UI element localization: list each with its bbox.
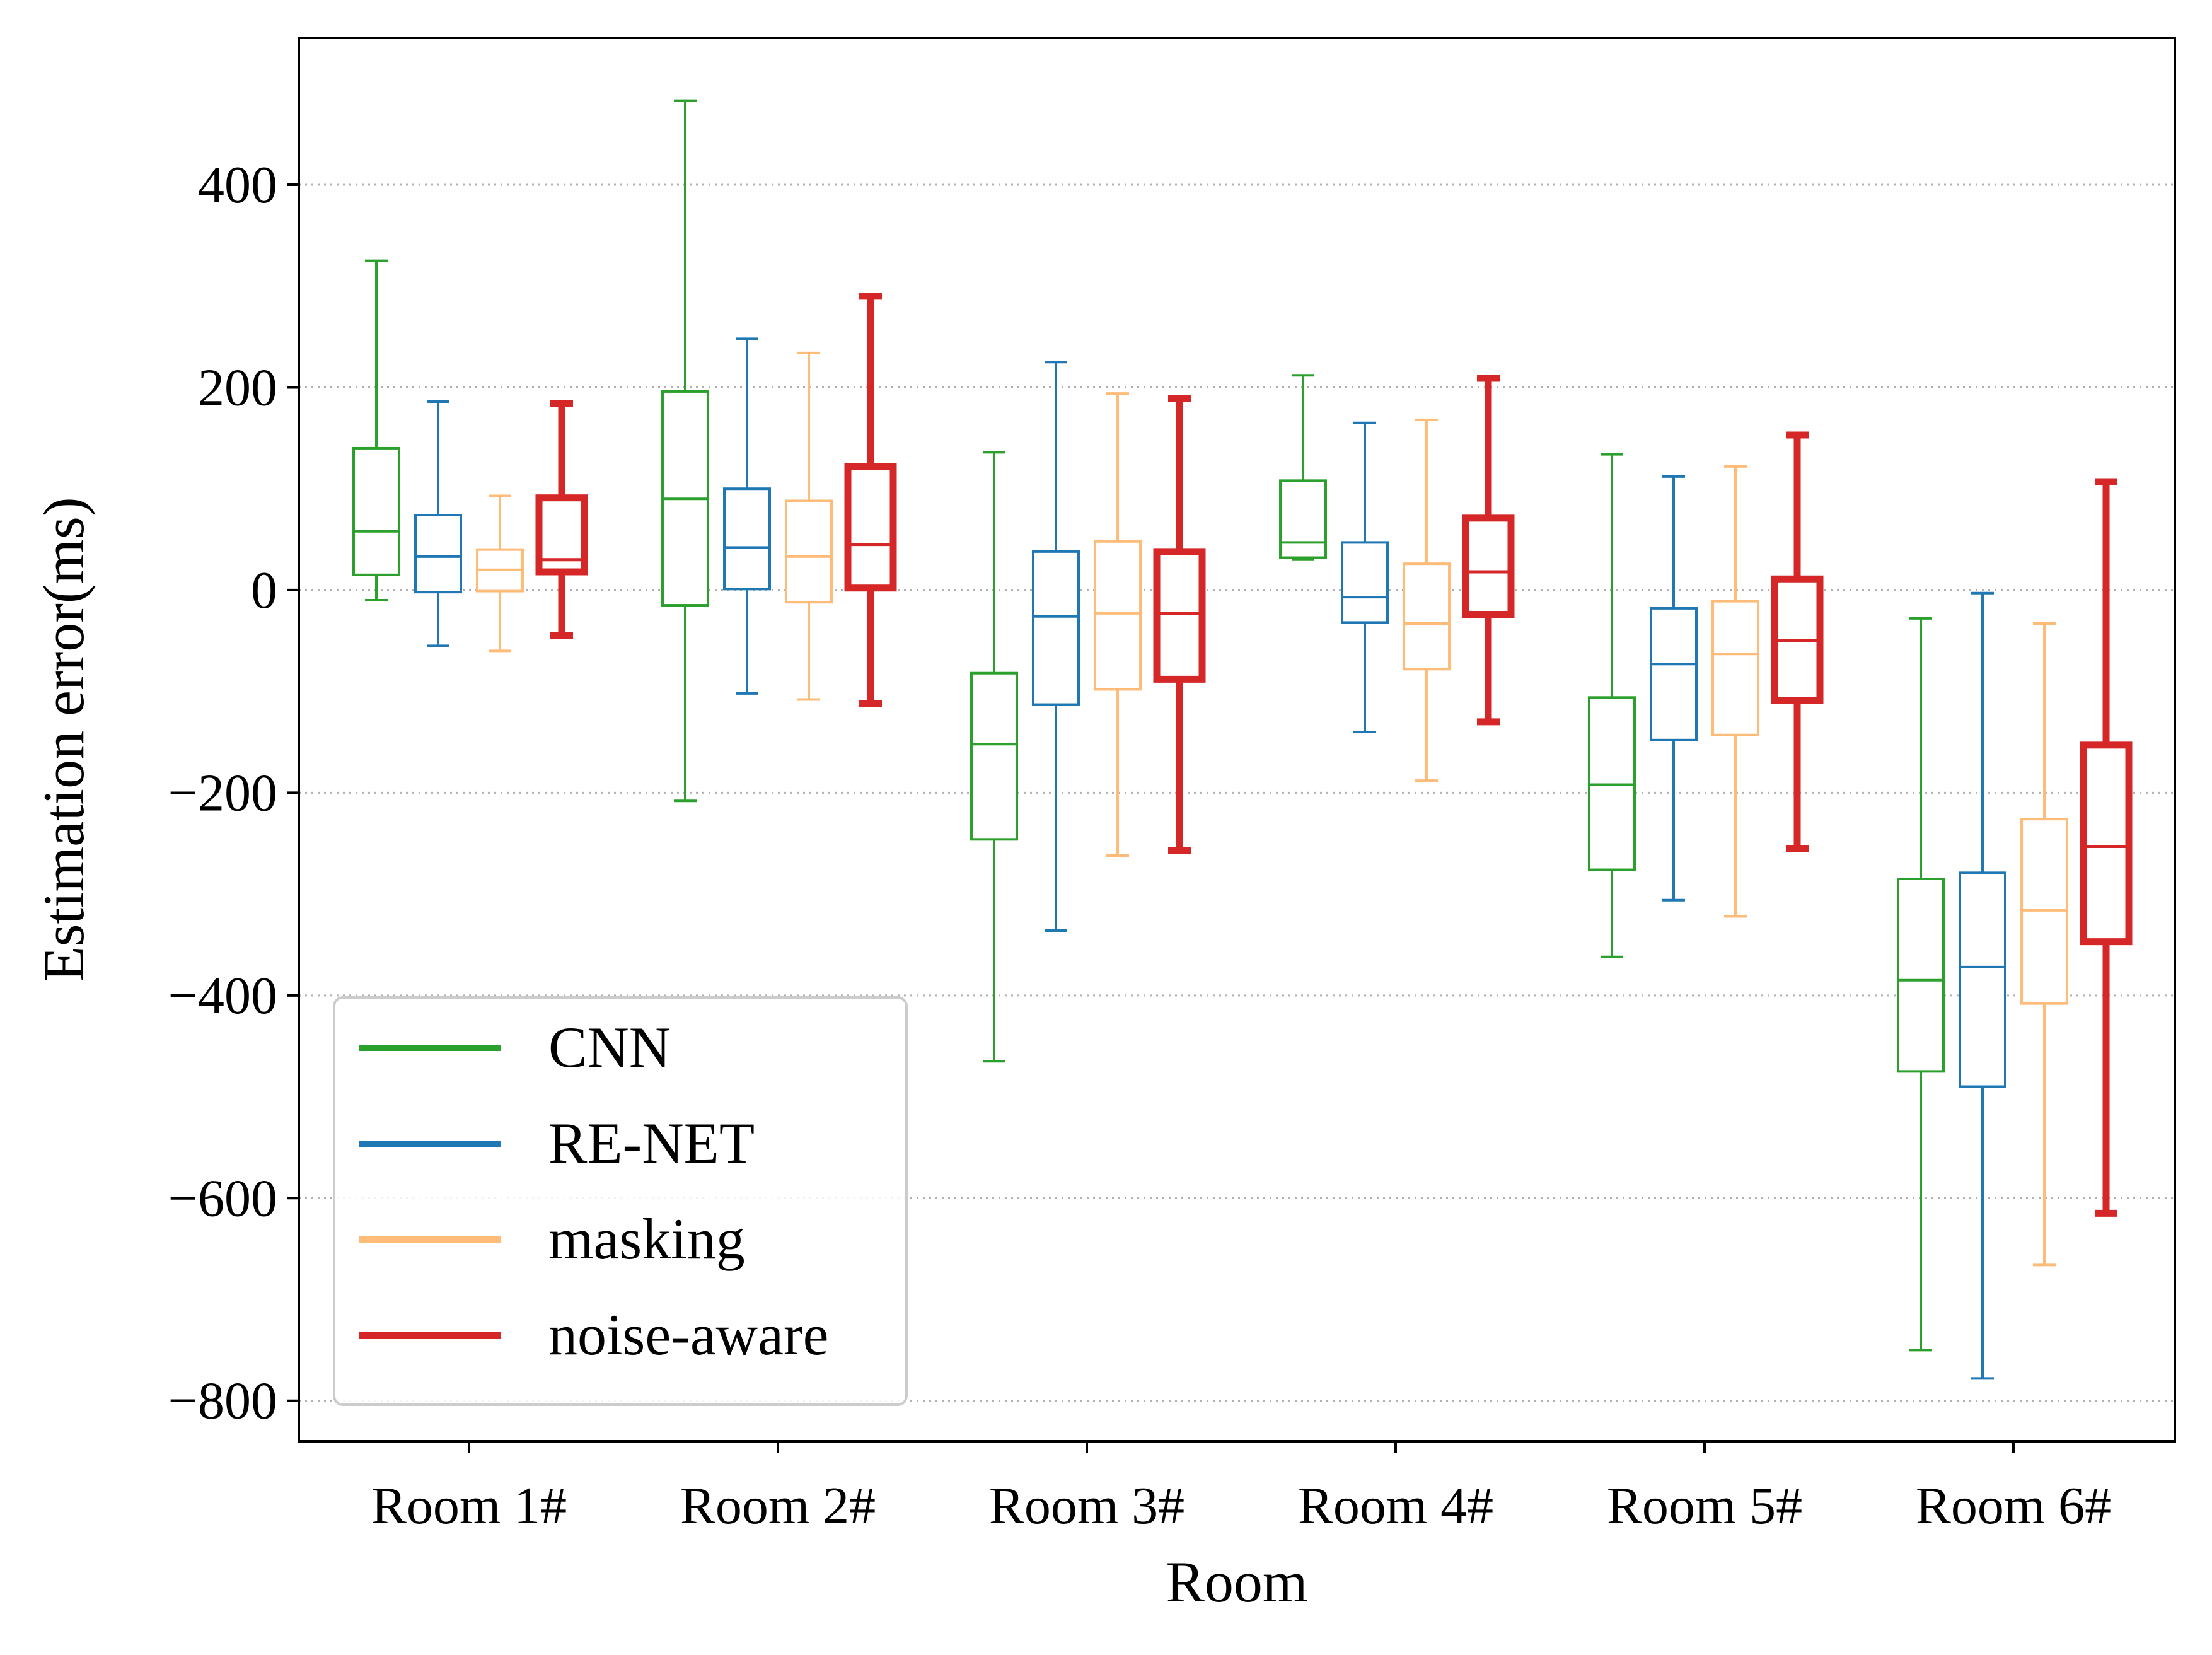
box-iqr — [1462, 514, 1515, 618]
x-tick-label: Room 1# — [371, 1477, 567, 1535]
box-masking-room-4 — [1403, 418, 1451, 782]
box-noise-aware-room-4 — [1462, 375, 1515, 726]
y-tick-label: −400 — [168, 967, 277, 1025]
box-noise-aware-room-2 — [844, 293, 897, 707]
box-iqr — [970, 671, 1018, 841]
box-iqr — [723, 487, 771, 591]
x-tick-label: Room 6# — [1916, 1477, 2111, 1535]
box-cnn-room-2 — [661, 99, 709, 803]
box-cnn-room-4 — [1279, 374, 1327, 561]
legend-label: CNN — [548, 1015, 671, 1079]
y-axis-label: Estimation error(ms) — [32, 497, 96, 982]
x-axis-ticks: Room 1# Room 2# Room 3# Room 4# Room 5# Room … — [371, 1441, 2111, 1535]
box-iqr — [414, 514, 462, 594]
box-iqr — [1897, 877, 1945, 1073]
box-cnn-room-6 — [1897, 617, 1945, 1352]
legend-box — [333, 996, 908, 1406]
x-tick-label: Room 2# — [680, 1477, 876, 1535]
box-re-net-room-3 — [1032, 361, 1080, 932]
box-iqr — [844, 463, 897, 592]
box-iqr — [1403, 562, 1451, 671]
box-noise-aware-room-1 — [535, 400, 588, 639]
box-re-net-room-2 — [723, 337, 771, 695]
box-cnn-room-3 — [970, 451, 1018, 1063]
x-tick-label: Room 5# — [1607, 1477, 1802, 1535]
box-noise-aware-room-6 — [2080, 478, 2133, 1217]
box-re-net-room-4 — [1341, 421, 1389, 733]
plot-frame — [298, 37, 2176, 1443]
box-re-net-room-6 — [1959, 591, 2006, 1380]
legend-label: masking — [548, 1207, 745, 1271]
box-iqr — [352, 446, 400, 576]
box-iqr — [1153, 548, 1206, 683]
box-plots — [352, 99, 2133, 1380]
box-iqr — [1094, 540, 1142, 691]
x-tick-label: Room 4# — [1298, 1477, 1493, 1535]
box-cnn-room-5 — [1588, 453, 1636, 958]
y-axis-ticks: 400 200 0 −200 −400 −600 −800 — [168, 156, 299, 1431]
x-tick-label: Room 3# — [989, 1477, 1184, 1535]
box-re-net-room-5 — [1650, 475, 1698, 902]
y-tick-label: 200 — [198, 358, 277, 417]
box-re-net-room-1 — [414, 400, 462, 647]
box-iqr — [1959, 871, 2006, 1088]
box-iqr — [1650, 607, 1698, 741]
box-iqr — [785, 499, 833, 604]
box-noise-aware-room-5 — [1771, 431, 1824, 852]
legend-label: RE-NET — [548, 1111, 755, 1175]
grid-lines — [299, 183, 2175, 1402]
x-axis-label: Room — [1166, 1550, 1308, 1614]
box-iqr — [1341, 541, 1389, 624]
box-cnn-room-1 — [352, 259, 400, 602]
legend: CNN RE-NET masking noise-aware — [333, 996, 908, 1406]
box-masking-room-1 — [476, 494, 524, 653]
box-masking-room-6 — [2020, 622, 2068, 1267]
box-iqr — [1711, 600, 1759, 736]
legend-label: noise-aware — [548, 1303, 828, 1367]
y-tick-label: 0 — [251, 561, 277, 620]
y-tick-label: −600 — [168, 1169, 277, 1228]
y-tick-label: −200 — [168, 764, 277, 822]
box-iqr — [1032, 550, 1080, 706]
y-tick-label: −800 — [168, 1372, 277, 1431]
box-masking-room-2 — [785, 351, 833, 701]
box-iqr — [2080, 741, 2133, 946]
box-masking-room-5 — [1711, 465, 1759, 918]
y-tick-label: 400 — [198, 156, 277, 214]
box-noise-aware-room-3 — [1153, 395, 1206, 854]
box-masking-room-3 — [1094, 392, 1142, 857]
box-iqr — [1279, 479, 1327, 559]
